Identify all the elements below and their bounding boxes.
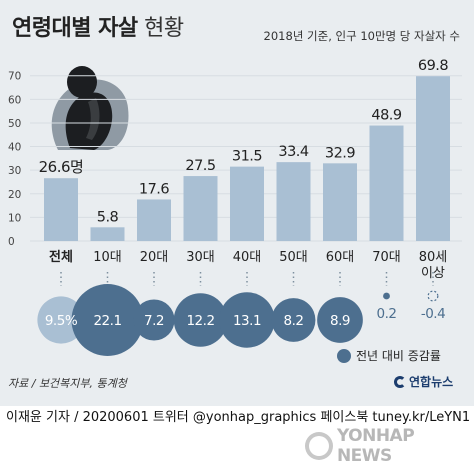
- bar: [183, 176, 218, 241]
- growth-bubble: [173, 293, 228, 347]
- category-label: 50대: [279, 250, 308, 265]
- bar-value-label: 17.6: [139, 181, 170, 197]
- growth-bubble: [383, 292, 390, 300]
- watermark-mark-icon: [305, 432, 333, 460]
- y-tick-label: 60: [8, 94, 21, 106]
- source-note: 자료 / 보건복지부, 통계청: [8, 377, 127, 390]
- category-label: 80세: [419, 250, 448, 265]
- growth-bubble: [71, 284, 144, 356]
- bar-value-label: 31.5: [232, 149, 262, 165]
- bar-value-label: 33.4: [278, 144, 309, 160]
- bar-chart: 0 10 20 30 40 50 60 70 26.6명 5.8 17.6 27.5 31.5 33.4…: [8, 58, 462, 356]
- category-label: 30대: [186, 250, 215, 265]
- growth-value-label: 7.2: [144, 313, 164, 329]
- title-light: 현황: [144, 16, 184, 41]
- legend: 전년 대비 증감률: [337, 347, 441, 364]
- legend-dot-icon: [337, 348, 351, 363]
- growth-value-label: 13.1: [233, 313, 261, 329]
- growth-bubble: [37, 296, 85, 344]
- bar-value-label: 69.8: [418, 58, 449, 74]
- y-tick-label: 0: [8, 236, 15, 248]
- growth-bubble: [427, 290, 439, 302]
- title-bold: 연령대별 자살: [12, 16, 138, 41]
- bar: [323, 163, 357, 241]
- category-label: 70대: [372, 250, 401, 265]
- category-label: 10대: [93, 250, 122, 265]
- logo-text: 연합뉴스: [409, 375, 454, 389]
- growth-value-label: 8.2: [284, 313, 304, 329]
- bar: [276, 162, 311, 241]
- y-tick-label: 10: [8, 212, 21, 224]
- bar: [137, 199, 171, 241]
- chart-title: 연령대별 자살 현황: [12, 10, 184, 42]
- growth-bubble: [219, 292, 275, 348]
- yonhap-logo: 연합뉴스: [394, 373, 453, 390]
- category-label: 20대: [140, 250, 169, 265]
- bar: [44, 178, 78, 241]
- y-tick-label: 20: [8, 189, 21, 201]
- growth-value-label: 9.5%: [45, 313, 78, 329]
- bar-value-label: 27.5: [185, 158, 215, 174]
- category-label: 60대: [326, 250, 355, 265]
- bar-value-label: 48.9: [371, 108, 402, 124]
- y-tick-label: 70: [8, 71, 21, 83]
- y-tick-label: 40: [8, 142, 21, 154]
- illustration-icon: [51, 66, 129, 150]
- bar: [416, 76, 450, 241]
- category-label: 전체: [49, 249, 73, 265]
- growth-value-label: 12.2: [186, 313, 214, 329]
- growth-value-label: -0.4: [421, 306, 445, 322]
- bar: [90, 227, 125, 241]
- bar: [369, 125, 404, 241]
- credit-line: 이재윤 기자 / 20200601 트위터 @yonhap_graphics 페…: [6, 410, 471, 425]
- legend-label: 전년 대비 증감률: [356, 349, 441, 363]
- growth-value-label: 22.1: [93, 313, 121, 329]
- chart-subtitle: 2018년 기준, 인구 10만명 당 자살자 수: [263, 29, 460, 43]
- growth-value-label: 8.9: [330, 313, 350, 329]
- bar-value-label: 26.6명: [39, 158, 84, 176]
- category-label: 40대: [233, 250, 262, 265]
- y-tick-label: 50: [8, 118, 21, 130]
- growth-bubble: [317, 297, 363, 343]
- yonhap-mark-icon: [394, 375, 406, 388]
- watermark: YONHAP NEWS: [305, 426, 474, 466]
- bar: [230, 166, 264, 241]
- bar-value-label: 32.9: [325, 145, 356, 161]
- growth-bubble: [133, 299, 175, 341]
- growth-bubble: [271, 298, 316, 342]
- y-tick-label: 30: [8, 165, 21, 177]
- watermark-text: YONHAP NEWS: [336, 426, 415, 466]
- bar-value-label: 5.8: [97, 209, 119, 225]
- growth-value-label: 0.2: [377, 306, 397, 322]
